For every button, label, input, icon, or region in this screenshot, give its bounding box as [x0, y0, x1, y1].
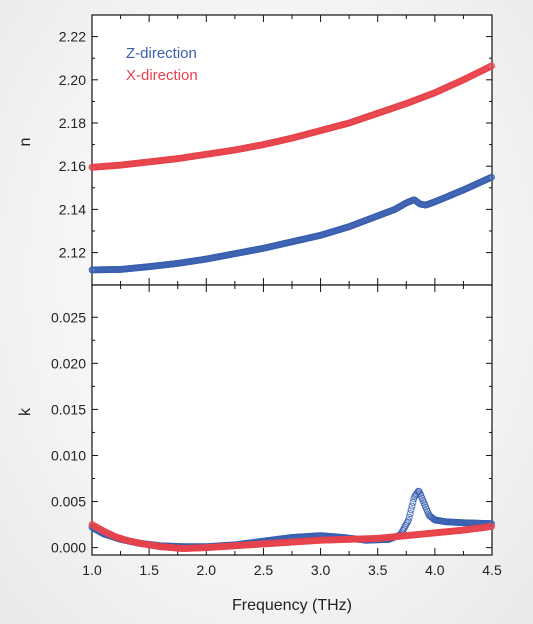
x-tick-label: 2.0 — [197, 562, 217, 578]
k-x-ticks: 1.0 1.5 2.0 2.5 3.0 3.5 4.0 4.5 — [82, 285, 502, 578]
x-axis-label: Frequency (THz) — [232, 597, 352, 614]
k-y-ticks: 0.000 0.005 0.010 0.015 0.020 0.025 — [51, 309, 492, 556]
x-tick-label: 4.5 — [482, 562, 502, 578]
k-series — [88, 487, 495, 552]
y-tick-label: 2.20 — [59, 72, 86, 88]
data-point — [409, 499, 417, 506]
series-x-direction — [88, 62, 495, 171]
x-tick-label: 3.0 — [311, 562, 331, 578]
data-point — [488, 62, 495, 70]
n-x-ticks — [91, 15, 493, 285]
y-tick-label: 0.015 — [51, 401, 86, 417]
series-z-direction — [88, 173, 495, 274]
x-tick-label: 1.0 — [82, 562, 102, 578]
y-tick-label: 2.12 — [59, 245, 86, 261]
data-point — [403, 520, 410, 528]
data-point — [405, 513, 413, 521]
n-y-ticks: 2.12 2.14 2.16 2.18 2.20 2.22 — [59, 29, 492, 261]
data-point — [408, 502, 416, 510]
x-tick-label: 4.0 — [425, 562, 445, 578]
y-tick-label: 2.16 — [59, 158, 86, 174]
data-point — [403, 518, 411, 526]
data-point — [407, 506, 415, 514]
y-tick-label: 0.010 — [51, 447, 86, 463]
y-tick-label: 2.22 — [59, 29, 86, 45]
y-tick-label: 0.000 — [51, 540, 86, 556]
y-tick-label: 2.14 — [59, 201, 86, 217]
n-axis-label: n — [17, 138, 34, 147]
data-point — [404, 516, 412, 524]
x-tick-label: 1.5 — [139, 562, 159, 578]
y-tick-label: 2.18 — [59, 115, 86, 131]
series-x-direction — [88, 521, 495, 552]
data-point — [488, 173, 495, 181]
legend-x-direction: X-direction — [126, 67, 198, 84]
k-axis-label: k — [17, 407, 34, 416]
y-tick-label: 0.025 — [51, 309, 86, 325]
n-series — [88, 62, 495, 274]
data-point — [406, 510, 414, 517]
data-point — [488, 523, 495, 530]
k-panel: 0.000 0.005 0.010 0.015 0.020 0.025 1.0 1.5 2.0… — [17, 284, 502, 614]
y-tick-label: 0.020 — [51, 355, 86, 371]
x-tick-label: 3.5 — [368, 562, 388, 578]
y-tick-label: 0.005 — [51, 494, 86, 510]
legend-z-direction: Z-direction — [126, 45, 197, 62]
n-panel: 2.12 2.14 2.16 2.18 2.20 2.22 n Z-direction X… — [17, 14, 495, 286]
x-tick-label: 2.5 — [254, 562, 274, 578]
